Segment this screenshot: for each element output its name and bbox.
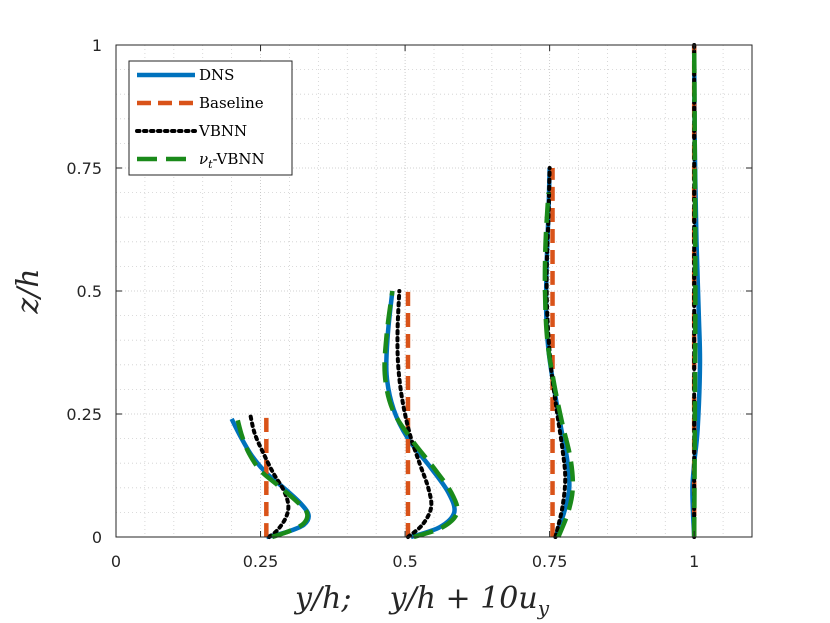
y-axis-label: z/h — [11, 268, 46, 314]
legend: DNS Baseline VBNN νt-VBNN — [128, 60, 293, 176]
x-tick-label: 0.5 — [392, 552, 417, 571]
x-axis-label: y/h; y/h + 10uy — [293, 581, 550, 620]
y-tick-label: 1 — [92, 36, 102, 55]
legend-label: VBNN — [198, 122, 247, 140]
curve-vbnn-1 — [248, 412, 291, 539]
curve-vbnn-2 — [395, 289, 434, 539]
x-tick-label: 1 — [689, 552, 699, 571]
legend-label: DNS — [199, 66, 234, 84]
x-tick-label: 0 — [111, 552, 121, 571]
curve-nu-t-vbnn-3 — [542, 192, 576, 538]
y-tick-label: 0.25 — [66, 405, 102, 424]
curve-nu-t-vbnn-4 — [691, 44, 698, 538]
x-tick-label: 0.75 — [532, 552, 568, 571]
x-tick-label: 0.25 — [243, 552, 279, 571]
legend-box — [128, 60, 293, 176]
data-curves — [229, 43, 703, 540]
y-tick-label: 0 — [92, 528, 102, 547]
curve-nu-t-vbnn-2 — [382, 290, 460, 540]
x-axis-label-subscript: y — [537, 596, 550, 620]
axis-ticks: 0 0.25 0.5 0.75 1 0 0.25 0.5 0.75 1 — [66, 36, 752, 571]
legend-label: Baseline — [199, 94, 264, 112]
y-tick-label: 0.75 — [66, 159, 102, 178]
y-tick-label: 0.5 — [77, 282, 102, 301]
curve-nu-t-vbnn-1 — [235, 418, 310, 540]
legend-label: νt-VBNN — [199, 150, 265, 171]
